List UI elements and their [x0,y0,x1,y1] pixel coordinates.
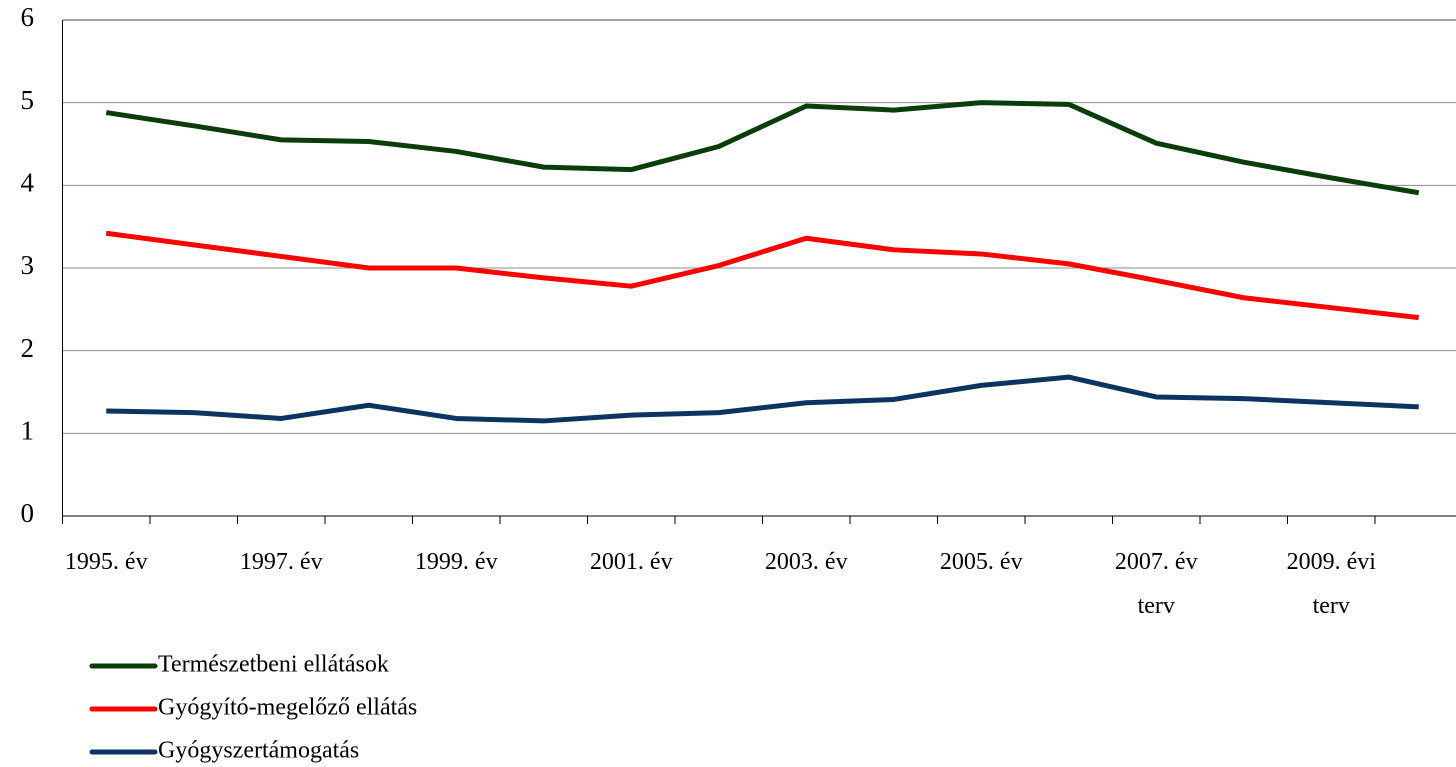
x-tick-label: 2003. év [765,549,848,575]
x-tick-label: 2007. év terv [1115,549,1198,619]
y-tick-label: 5 [21,85,35,115]
x-tick-label: 2001. év [590,549,673,575]
y-tick-label: 1 [21,416,35,446]
x-tick-label: 2009. évi terv [1287,549,1377,619]
legend-label: Természetbeni ellátások [158,652,389,678]
series-line [105,230,1420,321]
legend-label: Gyógyító-megelőző ellátás [158,695,417,721]
y-tick-label: 2 [21,333,35,363]
x-tick-label: 1995. év [65,549,148,575]
x-tick-label: 1997. év [240,549,323,575]
legend-label: Gyógyszertámogatás [158,738,359,764]
x-tick-label: 1999. év [415,549,498,575]
y-tick-label: 0 [21,498,35,528]
y-tick-label: 3 [21,250,35,280]
series-line [105,100,1420,196]
y-tick-label: 4 [21,168,35,198]
series-line [106,374,1419,424]
x-tick-label: 2005. év [940,549,1023,575]
y-tick-label: 6 [21,2,35,32]
